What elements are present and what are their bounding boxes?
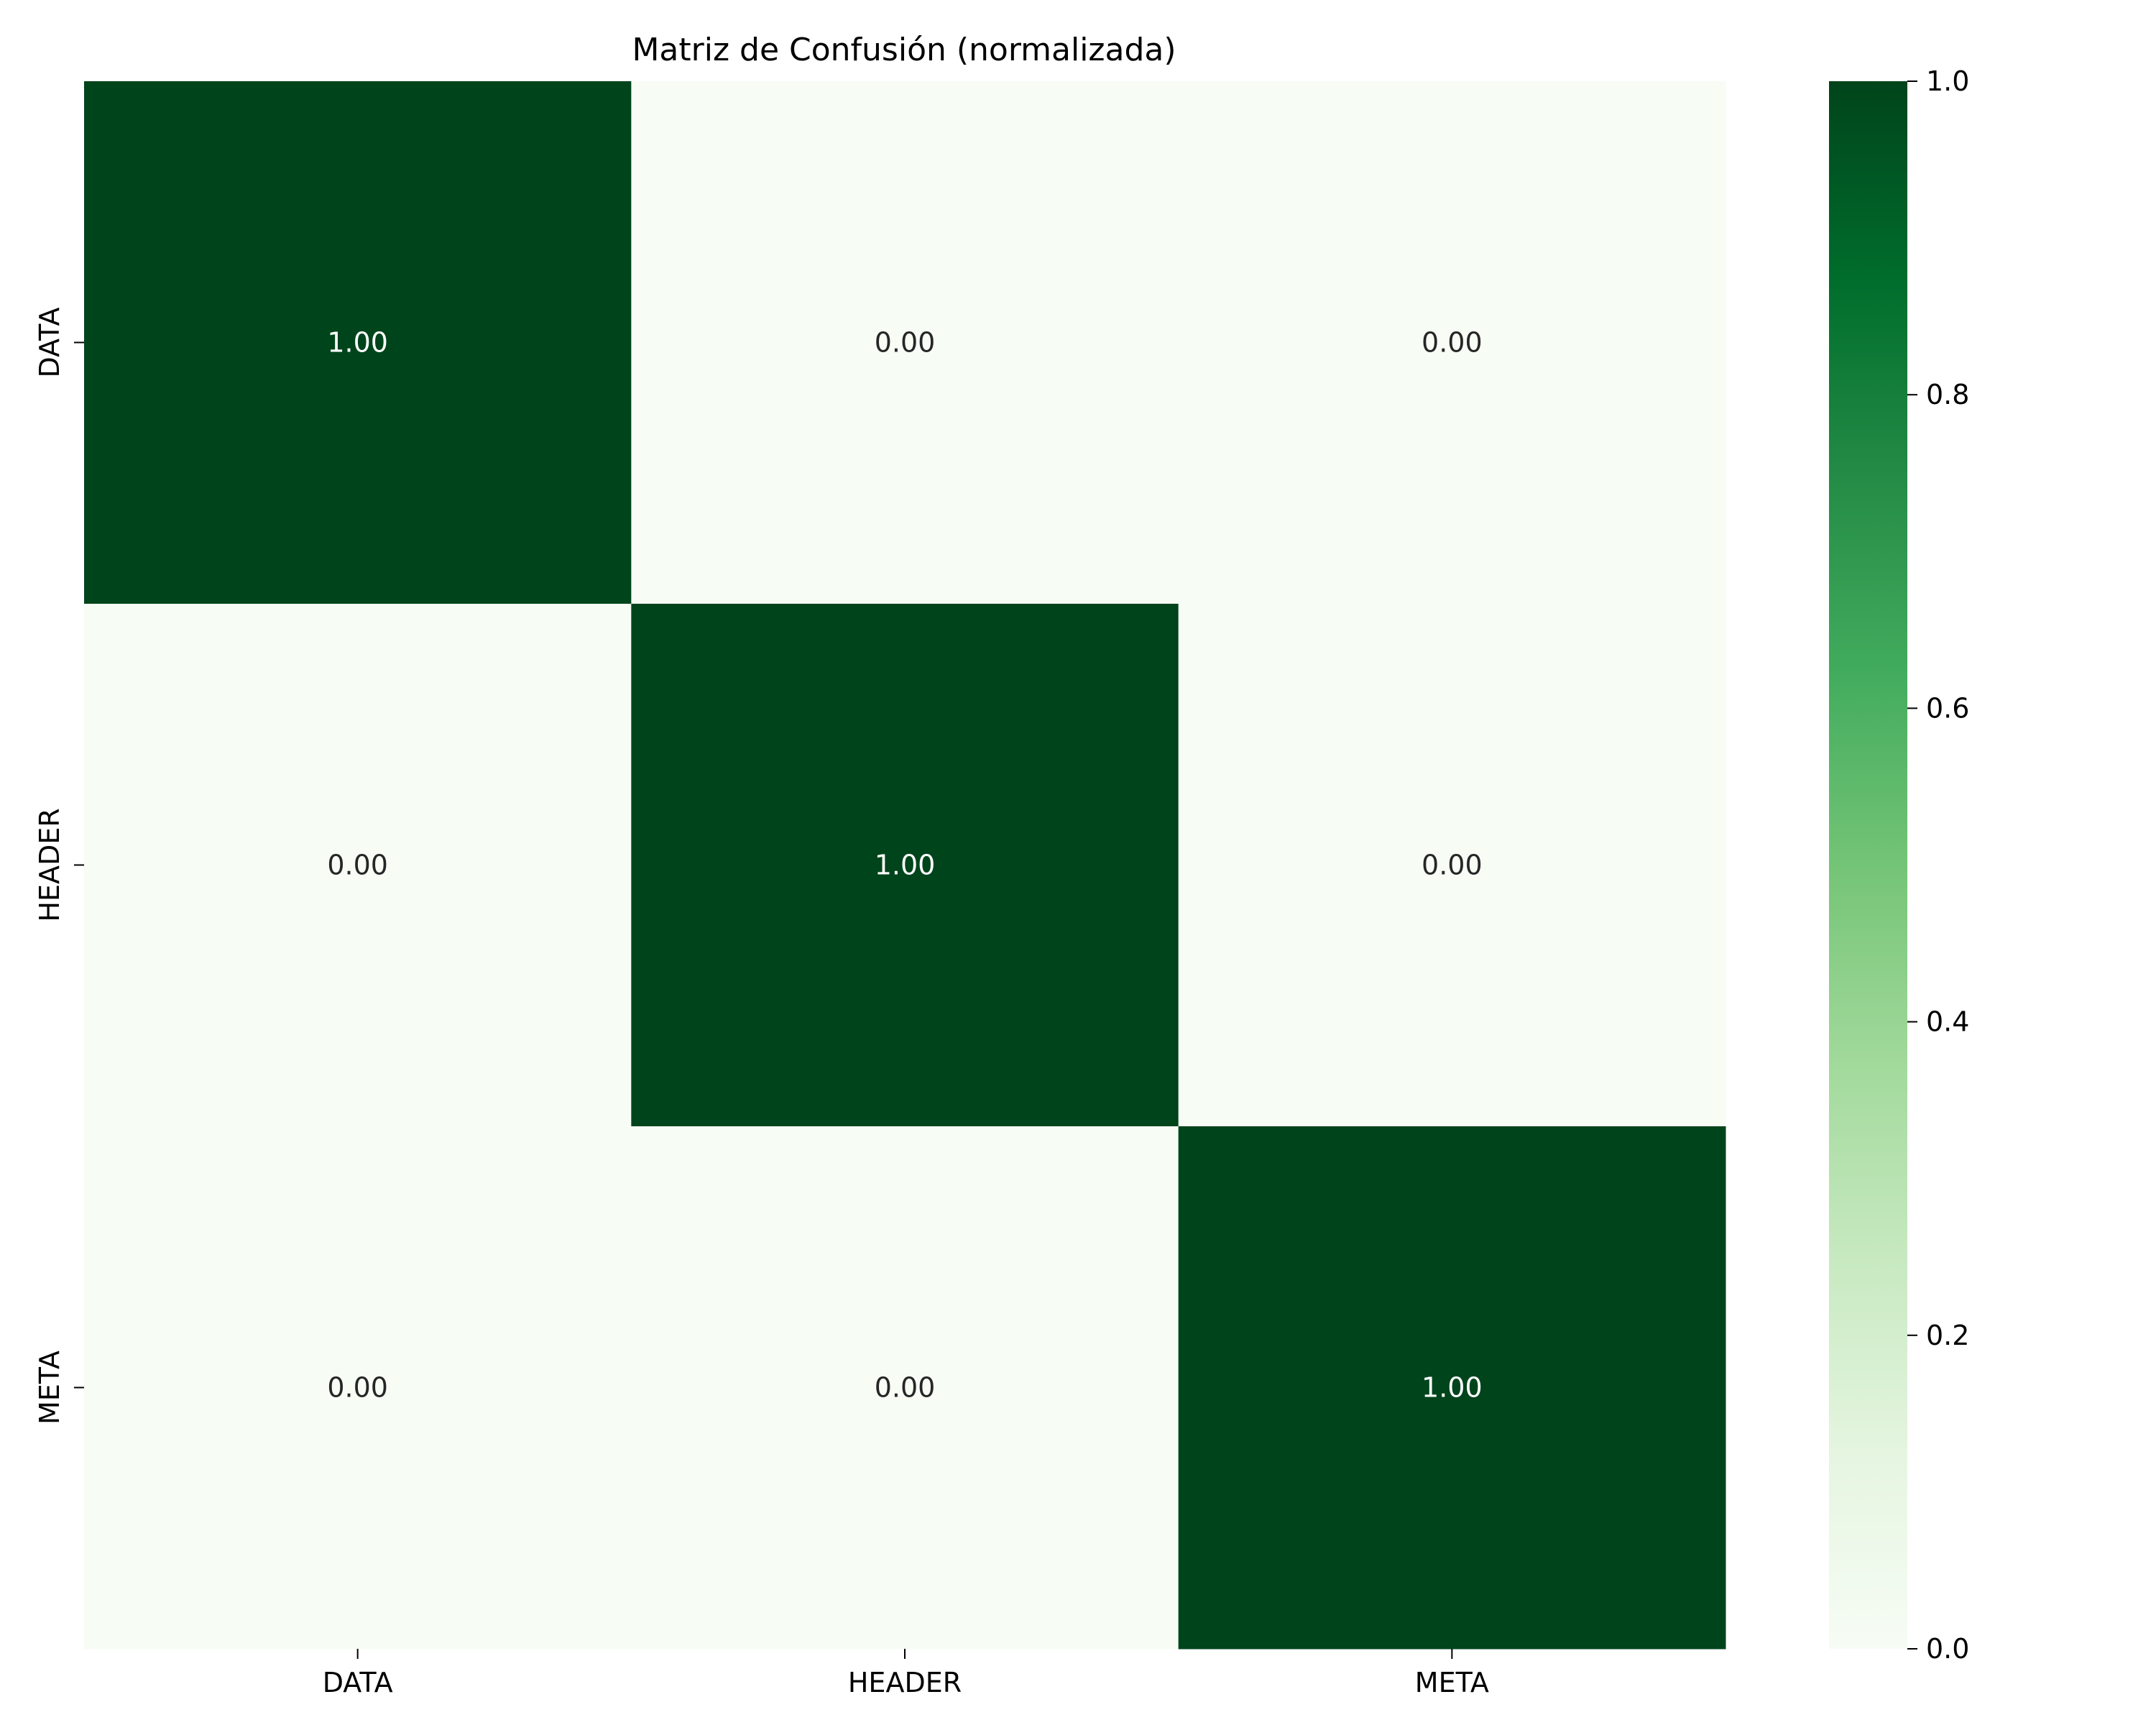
y-tick-label: DATA [34,308,65,378]
cell-value-label: 0.00 [1422,850,1483,881]
cell-value-label: 0.00 [327,1372,388,1404]
cell-value-label: 1.00 [327,327,388,359]
x-tick-label: META [1415,1667,1489,1698]
colorbar-tick-label: 0.6 [1926,692,1969,724]
cell-value-label: 1.00 [1422,1372,1483,1404]
colorbar-tick-label: 0.0 [1926,1633,1969,1665]
colorbar-axis: 0.0 0.2 0.4 0.6 0.8 1.0 [1907,65,1969,1665]
x-axis: DATA HEADER META [323,1649,1489,1698]
cell-value-label: 0.00 [327,850,388,881]
cell-value-label: 0.00 [875,327,936,359]
cell-value-label: 0.00 [875,1372,936,1404]
colorbar [1829,81,1907,1649]
heatmap-cell-meta-data [84,1126,632,1650]
x-tick-label: DATA [323,1667,393,1698]
chart-title: Matriz de Confusión (normalizada) [632,32,1176,68]
heatmap-cell-data-data [84,81,632,604]
heatmap-cell-header-meta [1178,604,1726,1127]
heatmap-cell-data-meta [1178,81,1726,604]
heatmap-cells: 1.00 0.00 0.00 0.00 1.00 0.00 0.00 0.00 1.00 [84,81,1726,1650]
heatmap-cell-header-header [631,604,1179,1127]
y-tick-label: META [34,1351,65,1425]
cell-value-label: 1.00 [875,850,936,881]
heatmap-cell-header-data [84,604,632,1127]
colorbar-tick-label: 0.2 [1926,1320,1969,1351]
heatmap-cell-meta-header [631,1126,1179,1650]
x-tick-label: HEADER [848,1667,962,1698]
cell-value-label: 0.00 [1422,327,1483,359]
y-tick-label: HEADER [34,808,65,921]
colorbar-tick-label: 0.8 [1926,379,1969,410]
heatmap-cell-data-header [631,81,1179,604]
colorbar-tick-label: 1.0 [1926,65,1969,97]
y-axis: DATA HEADER META [34,308,84,1425]
heatmap-cell-meta-meta [1178,1126,1726,1650]
colorbar-tick-label: 0.4 [1926,1006,1969,1038]
